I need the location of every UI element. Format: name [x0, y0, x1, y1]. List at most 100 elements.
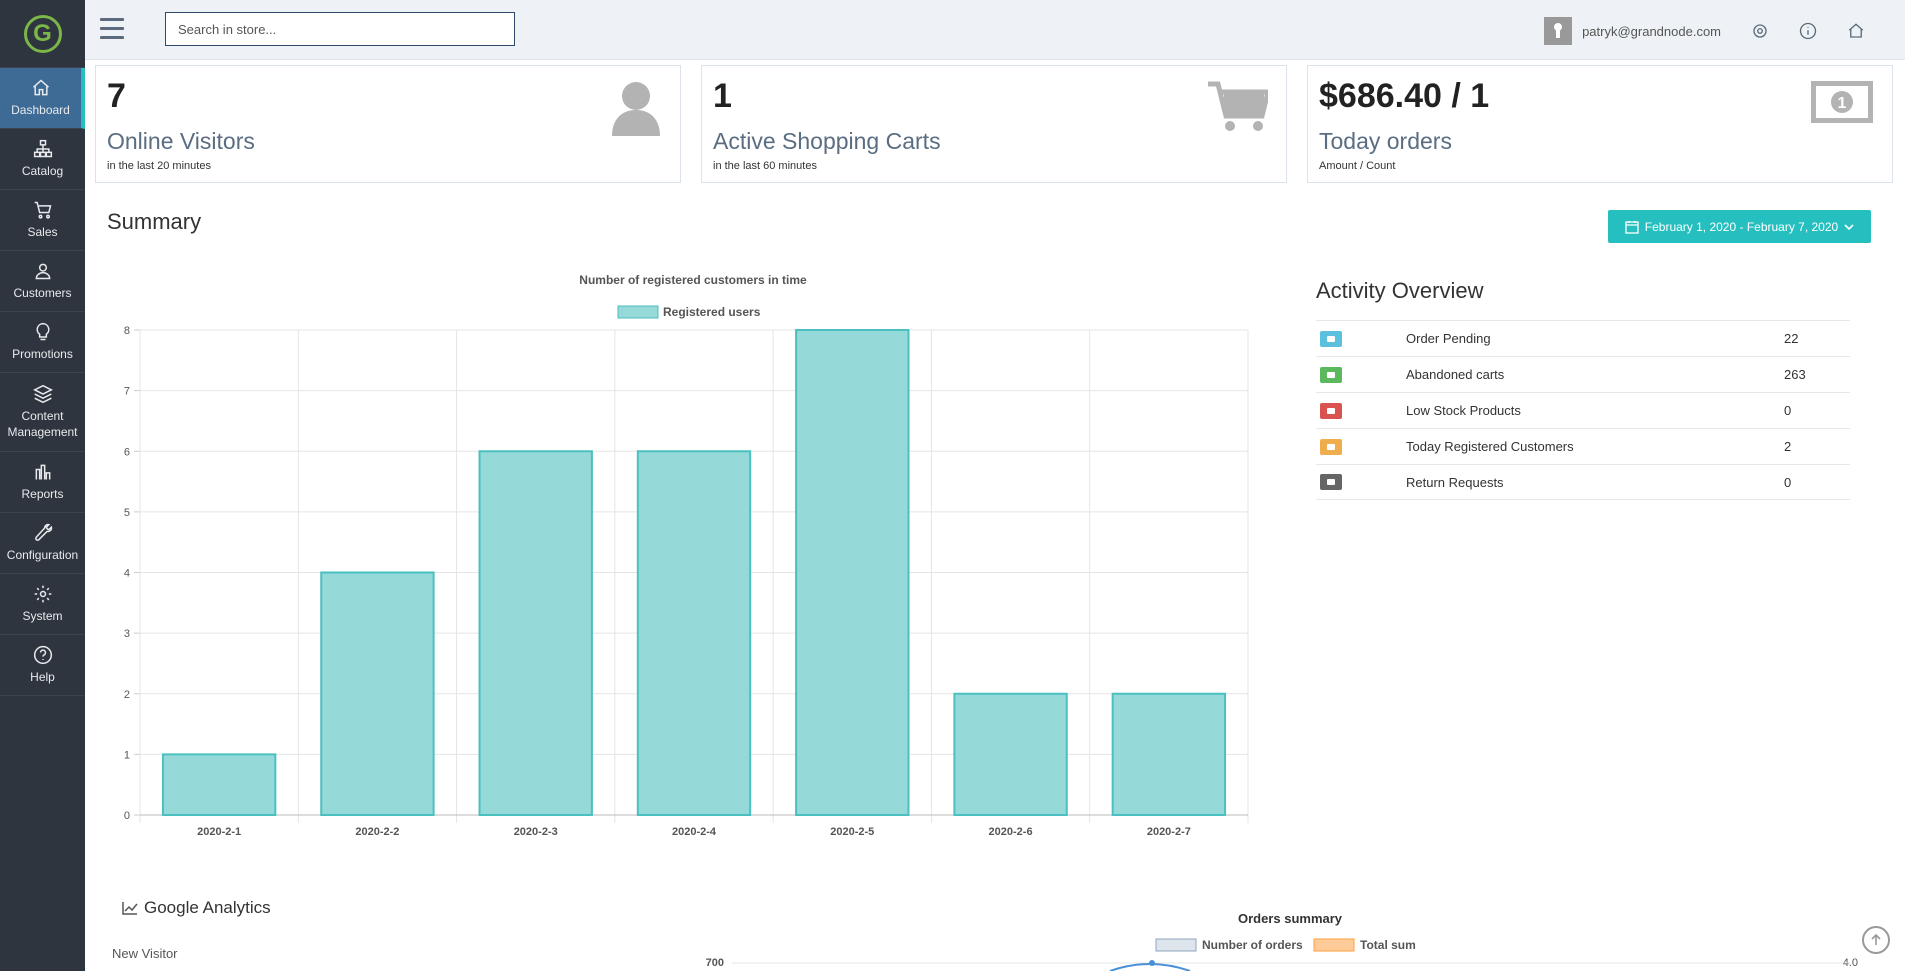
settings-gear-icon[interactable] [1751, 22, 1769, 40]
bar[interactable] [636, 450, 752, 816]
hamburger-menu-icon[interactable] [100, 18, 124, 40]
stat-sub: in the last 20 minutes [107, 160, 211, 172]
sidebar-item-configuration[interactable]: Configuration [0, 513, 85, 574]
stat-value: 7 [107, 77, 126, 115]
sidebar-item-sales[interactable]: Sales [0, 190, 85, 251]
sidebar-item-label: Help [30, 670, 55, 684]
x-tick-label: 2020-2-7 [1147, 826, 1191, 838]
user-email[interactable]: patryk@grandnode.com [1582, 23, 1721, 39]
grandnode-logo[interactable]: G [23, 14, 62, 53]
bar[interactable] [795, 329, 910, 816]
activity-row[interactable]: Order Pending 22 [1316, 320, 1850, 356]
scroll-to-top-button[interactable] [1862, 926, 1890, 954]
sidebar-item-system[interactable]: System [0, 574, 85, 635]
y-tick-label: 4 [124, 568, 130, 580]
legend-swatch [1313, 938, 1355, 952]
date-range-picker-button[interactable]: February 1, 2020 - February 7, 2020 [1608, 210, 1871, 243]
user-area: patryk@grandnode.com [1544, 17, 1865, 45]
activity-label: Order Pending [1406, 331, 1491, 346]
home-icon [32, 79, 49, 96]
sidebar-item-help[interactable]: Help [0, 635, 85, 696]
data-point[interactable] [1149, 960, 1155, 966]
cart-icon [1208, 81, 1268, 131]
sitemap-icon [33, 139, 52, 158]
truck-icon [1320, 474, 1342, 490]
registered-customers-chart: Number of registered customers in time Re… [124, 273, 1249, 838]
orders-chart-title: Orders summary [1238, 911, 1343, 926]
y-tick-label: 8 [124, 325, 130, 337]
y-tick-label: 4.0 [1843, 957, 1858, 969]
x-tick-label: 2020-2-4 [672, 826, 717, 838]
briefcase-icon [1320, 330, 1342, 347]
sidebar: G Dashboard Catalog Sales Customers Prom… [0, 0, 85, 971]
lightbulb-icon [35, 322, 50, 341]
sidebar-item-label: Catalog [21, 164, 64, 178]
sidebar-item-customers[interactable]: Customers [0, 251, 85, 312]
activity-row[interactable]: Today Registered Customers 2 [1316, 428, 1850, 464]
sidebar-item-label: Configuration [6, 548, 79, 562]
y-tick-label: 7 [124, 386, 130, 398]
stat-sub: Amount / Count [1319, 160, 1396, 172]
gear-icon [34, 585, 51, 603]
chevron-down-icon [1844, 223, 1854, 230]
legend-label: Number of orders [1202, 938, 1303, 952]
activity-row[interactable]: Abandoned carts 263 [1316, 356, 1850, 392]
x-tick-label: 2020-2-5 [830, 826, 874, 838]
activity-value: 263 [1784, 367, 1806, 382]
activity-value: 22 [1784, 331, 1799, 346]
sidebar-item-label: Content Management [7, 409, 78, 439]
sidebar-item-promotions[interactable]: Promotions [0, 312, 85, 373]
y-tick-label: 6 [124, 446, 130, 458]
wrench-icon [34, 523, 52, 541]
question-icon [33, 645, 52, 665]
activity-label: Return Requests [1406, 474, 1504, 490]
info-icon[interactable] [1799, 22, 1817, 40]
activity-overview: Activity Overview Order Pending 22 Abandon… [1316, 278, 1850, 500]
x-tick-label: 2020-2-2 [355, 826, 399, 838]
sidebar-item-catalog[interactable]: Catalog [0, 129, 85, 190]
activity-row[interactable]: Low Stock Products 0 [1316, 392, 1850, 428]
search-input[interactable] [165, 12, 515, 46]
sidebar-item-content-management[interactable]: Content Management [0, 373, 85, 452]
legend-swatch [617, 305, 659, 319]
legend-label: Total sum [1360, 938, 1416, 952]
x-tick-label: 2020-2-6 [989, 826, 1033, 838]
cart-icon [1320, 366, 1342, 383]
stat-value: $686.40 / 1 [1319, 77, 1490, 115]
y-tick-label: 0 [124, 810, 130, 822]
bar[interactable] [161, 753, 277, 816]
bar[interactable] [1111, 692, 1227, 816]
y-tick-label: 1 [124, 749, 130, 761]
home-icon[interactable] [1847, 22, 1865, 40]
legend-swatch [1155, 938, 1197, 952]
legend-label: Registered users [663, 305, 761, 319]
layers-icon [32, 384, 53, 404]
x-tick-label: 2020-2-1 [197, 826, 241, 838]
chart-title: Number of registered customers in time [579, 273, 807, 287]
activity-row[interactable]: Return Requests 0 [1316, 464, 1850, 500]
stat-sub: in the last 60 minutes [713, 160, 817, 172]
sidebar-item-label: Dashboard [11, 103, 70, 117]
user-icon [612, 82, 660, 136]
activity-label: Low Stock Products [1406, 403, 1521, 418]
line-chart-icon [122, 902, 138, 915]
stat-label: Today orders [1319, 128, 1452, 154]
bar[interactable] [953, 692, 1068, 816]
bar[interactable] [320, 571, 435, 816]
activity-label: Abandoned carts [1406, 367, 1505, 382]
bar[interactable] [478, 450, 593, 816]
cart-icon [34, 201, 51, 219]
analytics-new-visitor: New Visitor [112, 946, 178, 961]
y-tick-label: 5 [124, 507, 130, 519]
logo-area[interactable]: G [0, 0, 85, 68]
sidebar-item-dashboard[interactable]: Dashboard [0, 68, 85, 129]
stat-active-carts: 1 Active Shopping Carts in the last 60 m… [701, 65, 1287, 183]
topbar: patryk@grandnode.com [85, 0, 1905, 60]
user-silhouette-icon [1554, 23, 1563, 38]
activity-value: 0 [1784, 474, 1792, 490]
sidebar-item-reports[interactable]: Reports [0, 452, 85, 513]
avatar[interactable] [1544, 17, 1573, 45]
user-icon [1320, 438, 1342, 455]
stat-online-visitors: 7 Online Visitors in the last 20 minutes [95, 65, 681, 183]
activity-title: Activity Overview [1316, 278, 1484, 303]
